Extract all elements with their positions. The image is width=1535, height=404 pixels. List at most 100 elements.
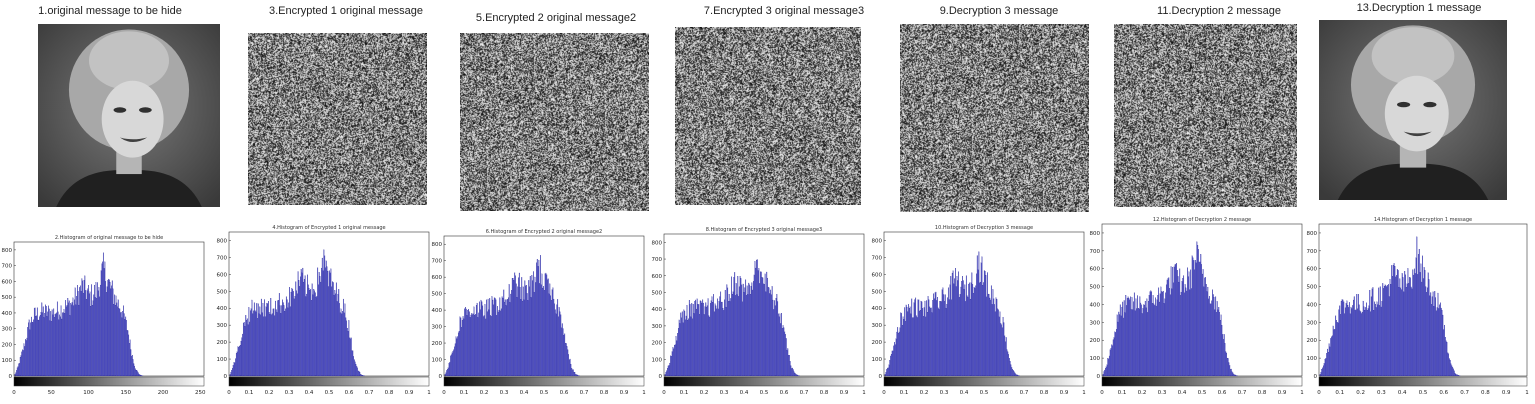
histogram-bar [752,289,754,377]
histogram-bar [1408,283,1410,377]
histogram-bar [272,308,274,377]
histogram-bar [1142,308,1144,377]
histogram-bar [890,354,892,377]
histogram-bar [769,293,771,377]
histogram-bar [1163,303,1165,377]
histogram-bar [115,295,117,377]
histogram-bar [707,298,709,377]
histogram-bar [992,289,994,377]
histogram-bar [524,280,526,377]
histogram-bar [1418,254,1419,377]
histogram-bar [555,313,557,377]
histogram-bar [1201,264,1202,377]
histogram-bar [81,278,83,377]
histogram-bar [1375,307,1377,377]
histogram-bar [1388,296,1390,377]
histogram-bar [1124,312,1126,377]
y-tick-label: 200 [872,340,883,346]
noise-pixels [675,27,861,205]
histogram-bar [477,317,479,377]
histogram-bar [696,298,698,377]
histogram-bar [531,275,533,377]
histogram-bar [328,270,330,377]
histogram-bar [296,290,297,377]
histogram-bar [544,273,546,377]
histogram-bar [1189,289,1191,377]
histogram-bar [254,310,256,377]
y-tick-label: 0 [1097,374,1101,380]
histogram-bar [282,302,284,377]
histogram-bar [1364,310,1366,377]
histogram-bar [307,284,309,377]
histogram-title: 6.Histogram of Encrypted 2 original mess… [486,229,602,235]
histogram-bar [990,285,992,377]
panel-7: 13.Decryption 1 message 14.Histogram of … [1305,0,1535,404]
histogram-bar [322,270,324,377]
histogram-bar [692,318,693,377]
histogram-bar [101,263,103,377]
histogram-bar [697,304,699,377]
histogram-bar [1405,274,1406,377]
histogram-bar [1219,312,1220,377]
histogram-bar [473,306,475,377]
histogram-bar [469,317,471,377]
histogram-bar [1416,236,1418,377]
histogram-bar [1194,260,1196,377]
histogram-bar [1143,304,1145,377]
y-tick-label: 500 [872,289,883,295]
histogram-bar [742,301,743,377]
histogram-bar [479,301,480,377]
histogram-bar [912,317,914,377]
histogram-bar [288,302,290,377]
histogram-bar [1226,352,1227,377]
histogram-bar [130,349,132,377]
histogram-bar [22,350,24,377]
histogram-bar [251,299,253,377]
histogram-bar [1322,365,1324,377]
y-tick-label: 0 [224,374,228,380]
histogram-bar [710,300,712,377]
histogram-bar [777,313,779,377]
histogram-bar [1104,369,1106,377]
histogram-bar [47,311,49,377]
histogram-bar [754,261,756,377]
y-tick-label: 400 [872,306,883,312]
histogram-bar [685,319,686,377]
histogram-bar [49,320,51,377]
histogram-bar [302,267,304,377]
histogram-bar [944,294,946,377]
histogram-bar [1431,296,1433,377]
histogram-bar [1158,301,1160,377]
histogram-bar [930,307,932,377]
histogram-bar [522,300,523,377]
y-tick-label: 700 [2,264,13,270]
histogram-bar [938,309,940,377]
histogram-bar [756,259,758,377]
histogram-bar [97,290,99,377]
histogram-bar [36,315,38,377]
histogram-bar [1434,291,1436,377]
histogram-bar [350,337,352,377]
histogram-bar [1194,269,1195,377]
histogram-bar [553,298,555,377]
histogram-bar [1353,296,1355,377]
histogram-bar [558,307,560,377]
histogram-bar [19,357,21,377]
histogram-bar [1133,292,1135,377]
histogram-bar [37,319,39,377]
histogram-bar [1337,322,1339,377]
histogram-bar [568,354,569,377]
histogram-bar [31,321,33,377]
histogram-bar [54,316,55,377]
histogram-bar [16,370,17,377]
histogram-bar [1455,373,1457,377]
histogram-bar [1342,299,1344,377]
histogram-bar [300,276,301,377]
histogram-bar [666,370,668,377]
histogram-bar [575,374,577,377]
histogram-bar [1215,312,1217,377]
y-tick-label: 500 [1090,285,1101,291]
histogram-bar [550,300,552,377]
y-tick-label: 800 [872,238,883,244]
histogram-bar [937,307,939,377]
